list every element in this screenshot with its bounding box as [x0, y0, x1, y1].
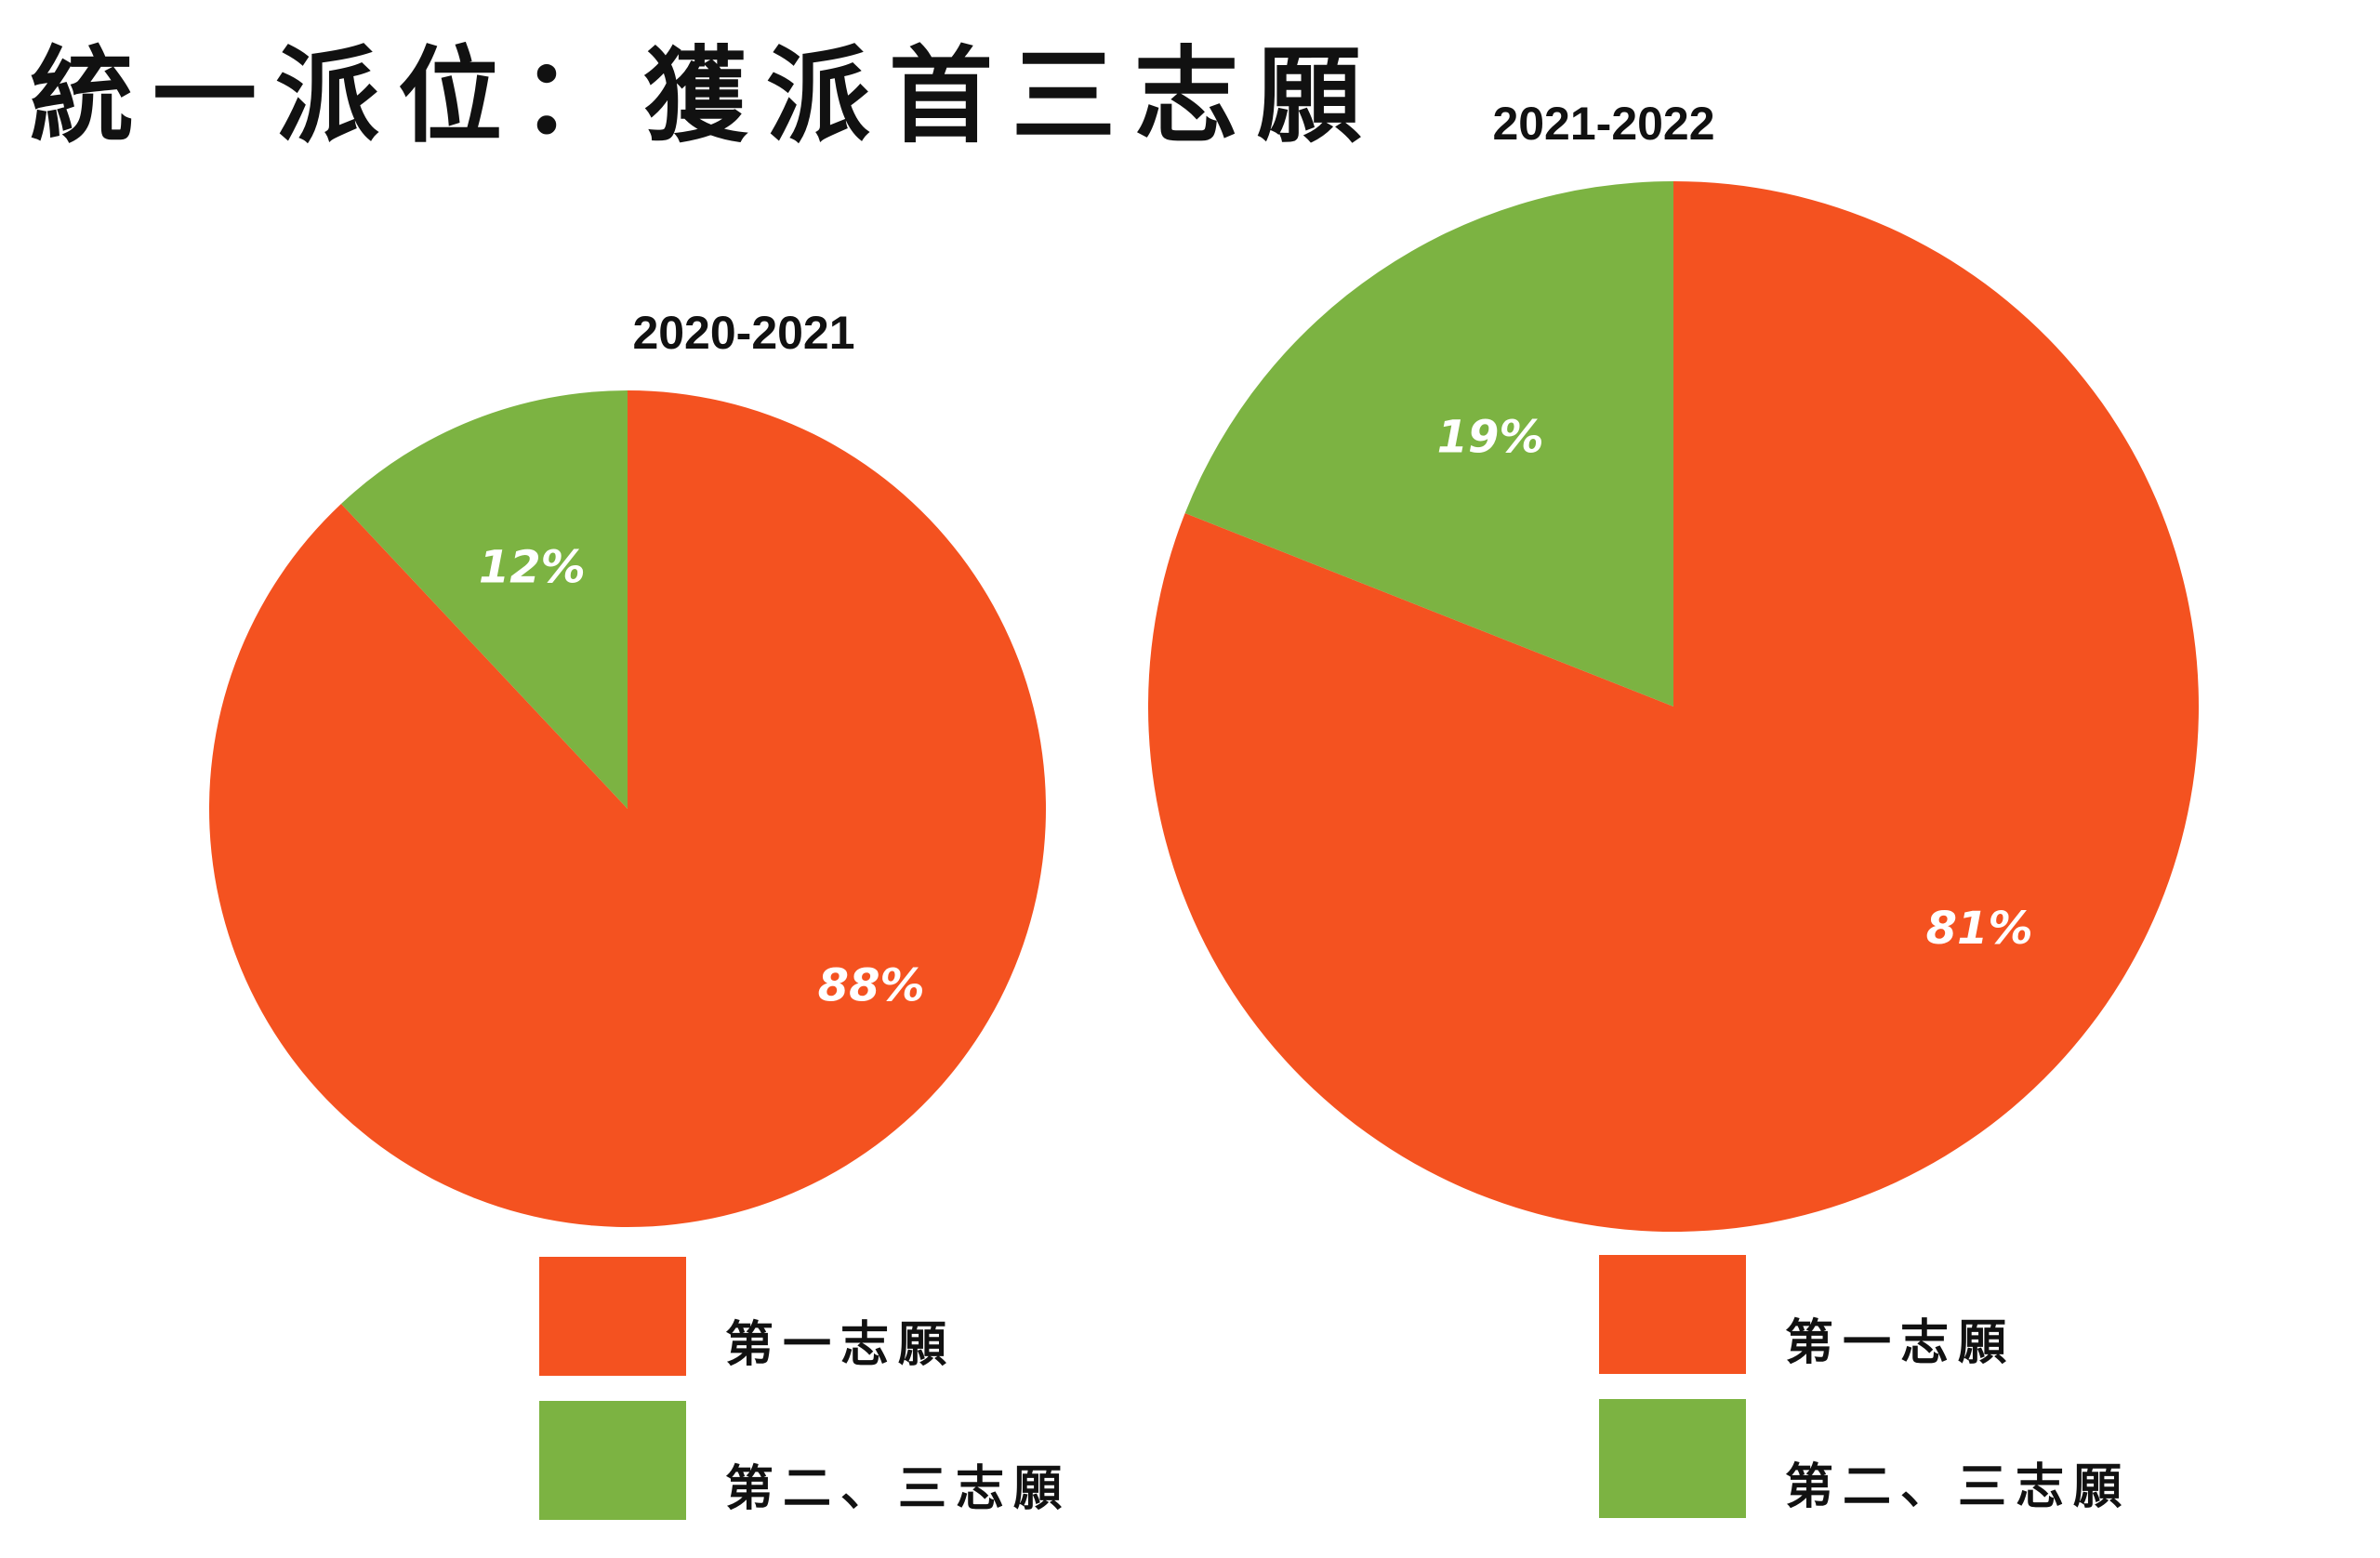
- legend-label: 第一志願: [1785, 1314, 2016, 1371]
- page-title: 統一派位：獲派首三志願: [30, 35, 1380, 157]
- pie-slice-second-third-choice: [340, 390, 628, 809]
- slice-label: 88%: [818, 959, 925, 1011]
- legend-swatch: [1599, 1399, 1746, 1518]
- chart-title: 2020-2021: [632, 307, 854, 359]
- legend-swatch: [539, 1401, 686, 1520]
- legend-label: 第二、三志願: [725, 1460, 1071, 1517]
- slice-label: 19%: [1437, 411, 1544, 463]
- slice-label: 12%: [479, 542, 586, 594]
- legend-swatch: [1599, 1255, 1746, 1374]
- slice-label: 81%: [1926, 903, 2033, 955]
- pie-slice-second-third-choice: [1184, 181, 1673, 706]
- chart-title: 2021-2022: [1492, 98, 1714, 150]
- legend-label: 第二、三志願: [1785, 1459, 2131, 1515]
- legend-label: 第一志願: [725, 1316, 956, 1373]
- legend-swatch: [539, 1257, 686, 1376]
- pie-slice-first-choice: [208, 390, 1046, 1227]
- pie-slice-first-choice: [1148, 181, 2200, 1232]
